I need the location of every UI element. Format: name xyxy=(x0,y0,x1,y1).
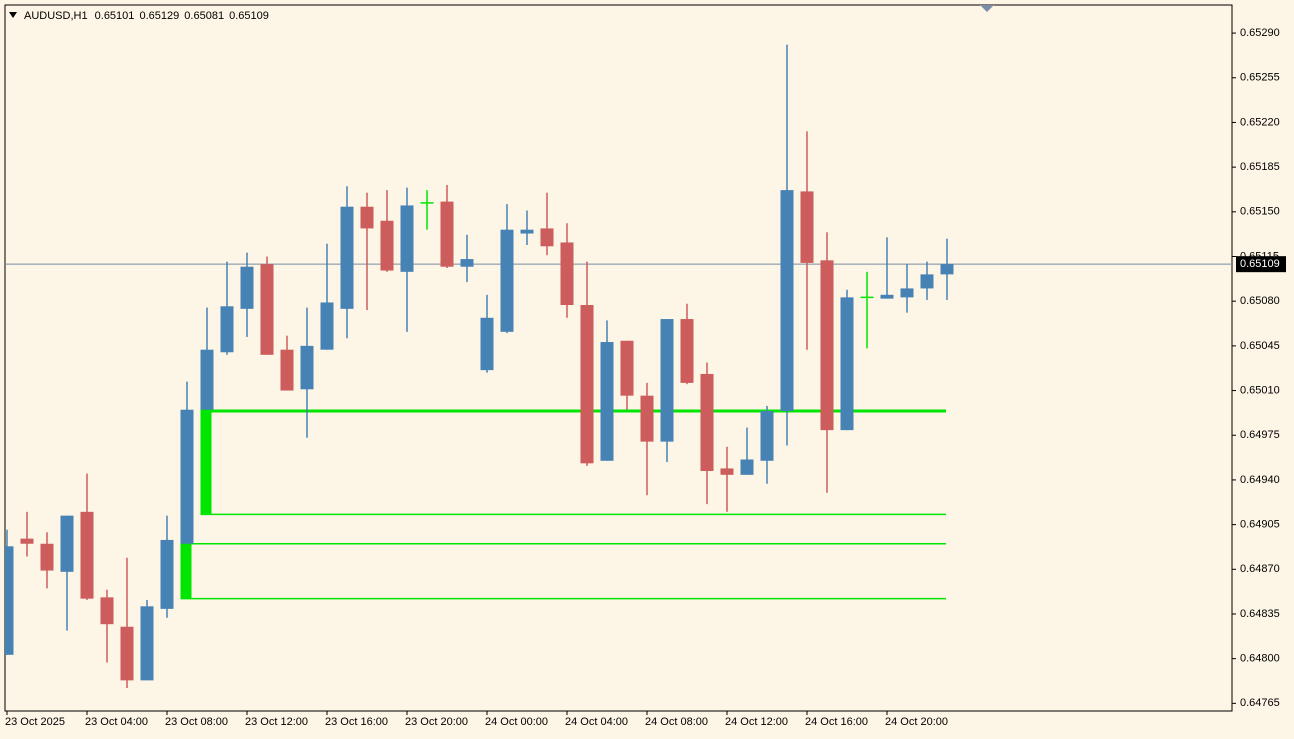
header-open: 0.65101 xyxy=(95,10,135,22)
x-tick-label: 23 Oct 12:00 xyxy=(245,716,308,728)
candle-body xyxy=(40,543,54,571)
candle-body xyxy=(740,459,754,475)
candle-body xyxy=(20,538,34,544)
x-tick-label: 23 Oct 04:00 xyxy=(85,716,148,728)
x-tick-label: 23 Oct 08:00 xyxy=(165,716,228,728)
candle-body xyxy=(920,274,934,289)
candle-body xyxy=(180,409,194,544)
candle-body xyxy=(520,229,534,234)
x-tick-label: 24 Oct 12:00 xyxy=(725,716,788,728)
x-tick-label: 23 Oct 20:00 xyxy=(405,716,468,728)
y-tick-label: 0.65290 xyxy=(1240,27,1280,39)
candle-body xyxy=(340,206,354,309)
candle-body xyxy=(620,340,634,396)
x-tick-label: 23 Oct 2025 xyxy=(5,716,65,728)
candle-body xyxy=(660,319,674,442)
x-tick-label: 24 Oct 08:00 xyxy=(645,716,708,728)
candle-body xyxy=(120,626,134,681)
x-tick-label: 23 Oct 16:00 xyxy=(325,716,388,728)
y-tick-label: 0.65255 xyxy=(1240,72,1280,84)
candle-body xyxy=(100,597,114,625)
candle-body xyxy=(580,305,594,464)
zone-bar xyxy=(180,543,192,599)
candle-body xyxy=(460,259,474,267)
candle-body xyxy=(800,191,814,263)
y-tick-label: 0.64940 xyxy=(1240,474,1280,486)
y-tick-label: 0.64800 xyxy=(1240,653,1280,665)
candle-body xyxy=(780,190,794,411)
candle-body xyxy=(240,266,254,309)
candle-body xyxy=(360,206,374,229)
y-tick-label: 0.65150 xyxy=(1240,206,1280,218)
y-tick-label: 0.64765 xyxy=(1240,697,1280,709)
x-tick-label: 24 Oct 20:00 xyxy=(885,716,948,728)
candle-body xyxy=(400,205,414,272)
candle-body xyxy=(760,410,774,461)
candle-body xyxy=(500,229,514,332)
candle-body xyxy=(260,264,274,355)
y-tick-label: 0.65220 xyxy=(1240,116,1280,128)
candle-body xyxy=(640,395,654,442)
y-tick-label: 0.65010 xyxy=(1240,384,1280,396)
y-tick-label: 0.64905 xyxy=(1240,519,1280,531)
candle-body xyxy=(5,546,14,655)
candle-body xyxy=(680,319,694,383)
candle-body xyxy=(80,511,94,599)
candle-body xyxy=(220,306,234,353)
candle-body xyxy=(140,606,154,681)
candle-body xyxy=(720,468,734,475)
candle-body xyxy=(280,349,294,391)
bid-label-box xyxy=(1236,256,1286,273)
candle-body xyxy=(60,515,74,572)
x-tick-label: 24 Oct 00:00 xyxy=(485,716,548,728)
chart-header: AUDUSD,H1 0.65101 0.65129 0.65081 0.6510… xyxy=(24,10,269,22)
y-tick-label: 0.64835 xyxy=(1240,608,1280,620)
candle-body xyxy=(840,297,854,431)
header-close: 0.65109 xyxy=(229,10,269,22)
candle-body xyxy=(540,228,554,247)
y-tick-label: 0.64870 xyxy=(1240,563,1280,575)
candle-body xyxy=(300,345,314,390)
header-high: 0.65129 xyxy=(139,10,179,22)
y-tick-label: 0.65185 xyxy=(1240,161,1280,173)
y-tick-label: 0.65080 xyxy=(1240,295,1280,307)
candle-body xyxy=(600,342,614,461)
candle-body xyxy=(380,220,394,271)
y-tick-label: 0.65045 xyxy=(1240,340,1280,352)
header-low: 0.65081 xyxy=(184,10,224,22)
menu-arrow xyxy=(9,12,17,18)
candle-body xyxy=(200,349,214,410)
plot-frame xyxy=(4,4,1233,712)
y-tick-label: 0.64975 xyxy=(1240,429,1280,441)
x-tick-label: 24 Oct 04:00 xyxy=(565,716,628,728)
candle-body xyxy=(820,260,834,431)
bid-label: 0.65109 xyxy=(1240,258,1280,270)
candle-body xyxy=(560,242,574,306)
zone-bar xyxy=(200,410,212,515)
plot xyxy=(5,44,1232,689)
candle-body xyxy=(440,201,454,267)
candle-body xyxy=(160,539,174,609)
axes: 0.65290 0.65255 0.65220 0.65185 0.65150 0.651… xyxy=(5,27,1286,728)
candle-body xyxy=(480,317,494,371)
candle-body xyxy=(880,294,894,299)
candle-body xyxy=(320,302,334,350)
candle-body xyxy=(700,373,714,471)
candle-body xyxy=(940,264,954,275)
symbol: AUDUSD,H1 xyxy=(24,10,88,22)
candle-body xyxy=(900,288,914,298)
x-tick-label: 24 Oct 16:00 xyxy=(805,716,868,728)
shift-marker xyxy=(980,5,994,12)
